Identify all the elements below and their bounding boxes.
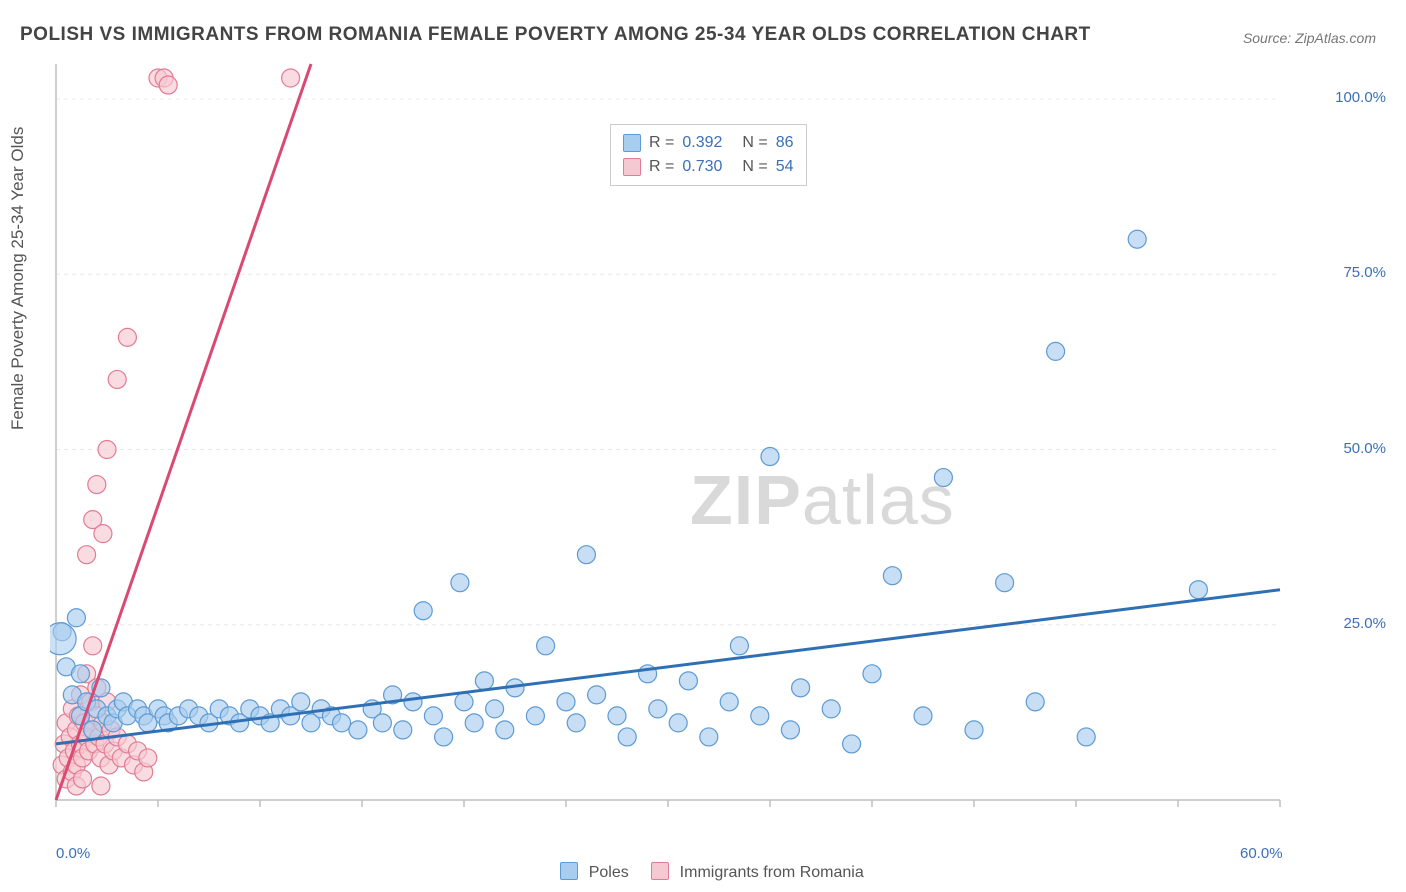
legend-swatch-poles <box>623 134 641 152</box>
bottom-label-romania: Immigrants from Romania <box>680 864 864 881</box>
correlation-legend: R = 0.392 N = 86 R = 0.730 N = 54 <box>610 124 807 186</box>
y-tick-label: 50.0% <box>1306 440 1386 457</box>
y-axis-label: Female Poverty Among 25-34 Year Olds <box>8 127 28 430</box>
bottom-legend: Poles Immigrants from Romania <box>0 862 1406 882</box>
y-tick-label: 100.0% <box>1306 89 1386 106</box>
legend-row-poles: R = 0.392 N = 86 <box>623 131 794 155</box>
y-tick-label: 75.0% <box>1306 264 1386 281</box>
y-tick-label: 25.0% <box>1306 615 1386 632</box>
bottom-swatch-romania <box>651 862 669 880</box>
bottom-label-poles: Poles <box>589 864 629 881</box>
legend-swatch-romania <box>623 158 641 176</box>
bottom-swatch-poles <box>560 862 578 880</box>
x-tick-label: 60.0% <box>1240 845 1283 862</box>
plot-area: ZIPatlas R = 0.392 N = 86 R = 0.730 N = … <box>50 60 1360 830</box>
x-tick-label: 0.0% <box>56 845 90 862</box>
legend-row-romania: R = 0.730 N = 54 <box>623 155 794 179</box>
chart-container: POLISH VS IMMIGRANTS FROM ROMANIA FEMALE… <box>0 0 1406 892</box>
chart-title: POLISH VS IMMIGRANTS FROM ROMANIA FEMALE… <box>20 24 1091 46</box>
source-attribution: Source: ZipAtlas.com <box>1243 30 1376 46</box>
